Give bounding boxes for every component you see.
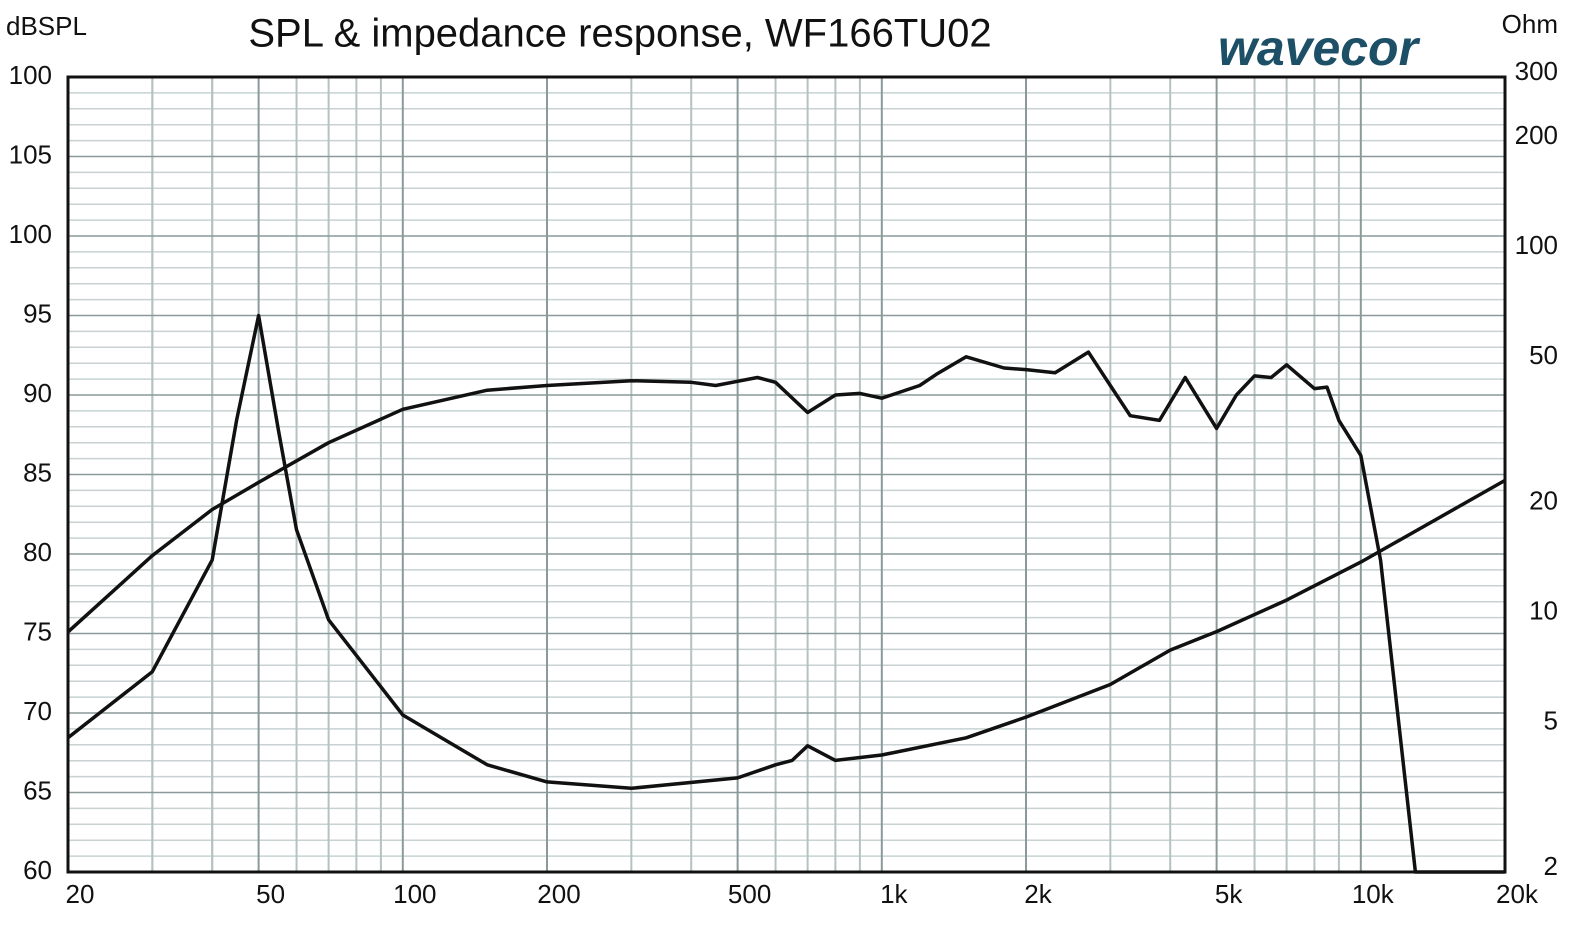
y2-tick-label: 50 [1529, 340, 1558, 370]
x-tick-label: 200 [537, 879, 580, 909]
y-tick-label: 85 [23, 457, 52, 487]
y-tick-label: 95 [23, 298, 52, 328]
series-line [66, 350, 1505, 874]
x-tick-label: 2k [1024, 879, 1052, 909]
y2-tick-label: 100 [1515, 230, 1558, 260]
y2-axis-label: Ohm [1502, 9, 1558, 39]
x-tick-label: 5k [1215, 879, 1243, 909]
y-tick-label: 80 [23, 537, 52, 567]
y-tick-label: 65 [23, 775, 52, 805]
y-tick-label: 105 [9, 139, 52, 169]
y-tick-label: 60 [23, 855, 52, 885]
y2-tick-label: 2 [1544, 851, 1558, 881]
y2-tick-label: 20 [1529, 486, 1558, 516]
logo: wavecor [1218, 20, 1421, 76]
x-tick-label: 50 [256, 879, 285, 909]
y-tick-label: 75 [23, 616, 52, 646]
y-tick-label: 100 [9, 60, 52, 90]
y-axis-label: dBSPL [6, 11, 87, 41]
y-tick-label: 100 [9, 219, 52, 249]
plot [66, 75, 1507, 874]
x-tick-label: 20 [66, 879, 95, 909]
x-tick-label: 20k [1496, 879, 1539, 909]
x-tick-label: 1k [880, 879, 908, 909]
x-tick-label: 100 [393, 879, 436, 909]
y-tick-label: 90 [23, 378, 52, 408]
y2-tick-label: 200 [1515, 120, 1558, 150]
plot-frame [66, 75, 1507, 874]
y2-tick-label: 300 [1515, 56, 1558, 86]
x-tick-label: 10k [1352, 879, 1395, 909]
y2-tick-label: 10 [1529, 596, 1558, 626]
grid [67, 76, 1506, 873]
series-line [66, 313, 1506, 791]
y2-tick-label: 5 [1544, 705, 1558, 735]
y-tick-label: 70 [23, 696, 52, 726]
x-tick-label: 500 [728, 879, 771, 909]
chart-title: SPL & impedance response, WF166TU02 [248, 12, 991, 56]
